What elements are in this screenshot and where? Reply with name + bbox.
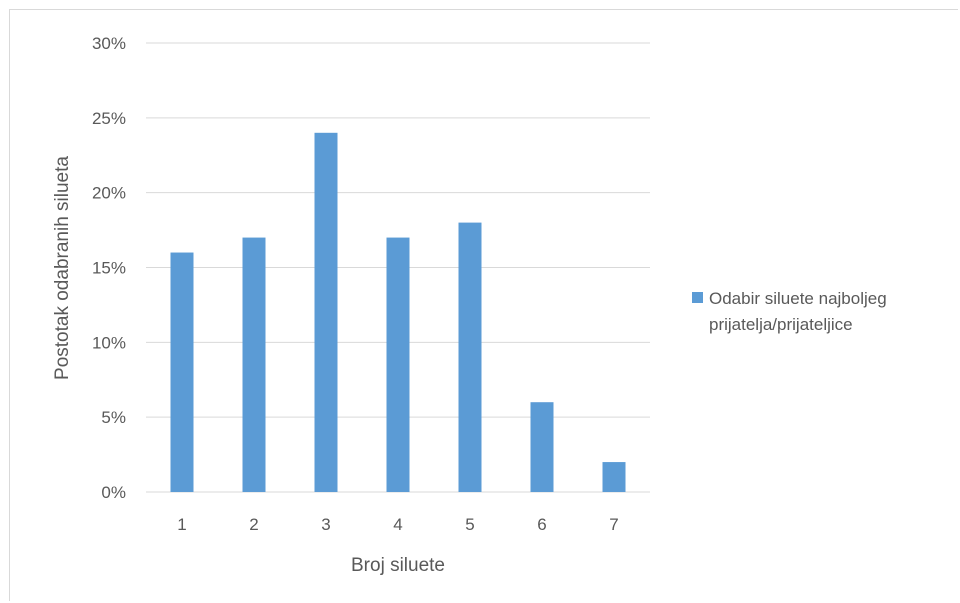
y-axis-title: Postotak odabranih silueta: [52, 156, 73, 380]
x-tick-label: 5: [465, 515, 474, 534]
x-tick-label: 3: [321, 515, 330, 534]
bar: [386, 237, 410, 492]
x-tick-label: 2: [249, 515, 258, 534]
legend-swatch: [692, 292, 703, 303]
x-tick-label: 6: [537, 515, 546, 534]
y-tick-label: 30%: [92, 34, 126, 53]
bar: [170, 252, 194, 492]
x-axis-title: Broj siluete: [351, 555, 445, 576]
y-tick-label: 0%: [101, 483, 126, 502]
y-tick-label: 25%: [92, 109, 126, 128]
bar: [314, 132, 338, 493]
x-tick-label: 4: [393, 515, 402, 534]
x-tick-label: 1: [177, 515, 186, 534]
bar: [530, 402, 554, 492]
bar: [242, 237, 266, 492]
y-tick-label: 20%: [92, 184, 126, 203]
y-tick-labels: 0% 5% 10% 15% 20% 25% 30%: [92, 34, 126, 502]
chart-frame: [9, 9, 958, 601]
bar: [458, 222, 482, 492]
x-tick-label: 7: [609, 515, 618, 534]
legend: Odabir siluete najboljeg prijatelja/prij…: [692, 286, 952, 338]
bars: [170, 132, 626, 493]
x-tick-labels: 1 2 3 4 5 6 7: [177, 515, 618, 534]
y-tick-label: 5%: [101, 408, 126, 427]
y-tick-label: 15%: [92, 259, 126, 278]
bar: [602, 462, 626, 492]
legend-label: Odabir siluete najboljeg prijatelja/prij…: [709, 289, 887, 334]
y-tick-label: 10%: [92, 333, 126, 352]
